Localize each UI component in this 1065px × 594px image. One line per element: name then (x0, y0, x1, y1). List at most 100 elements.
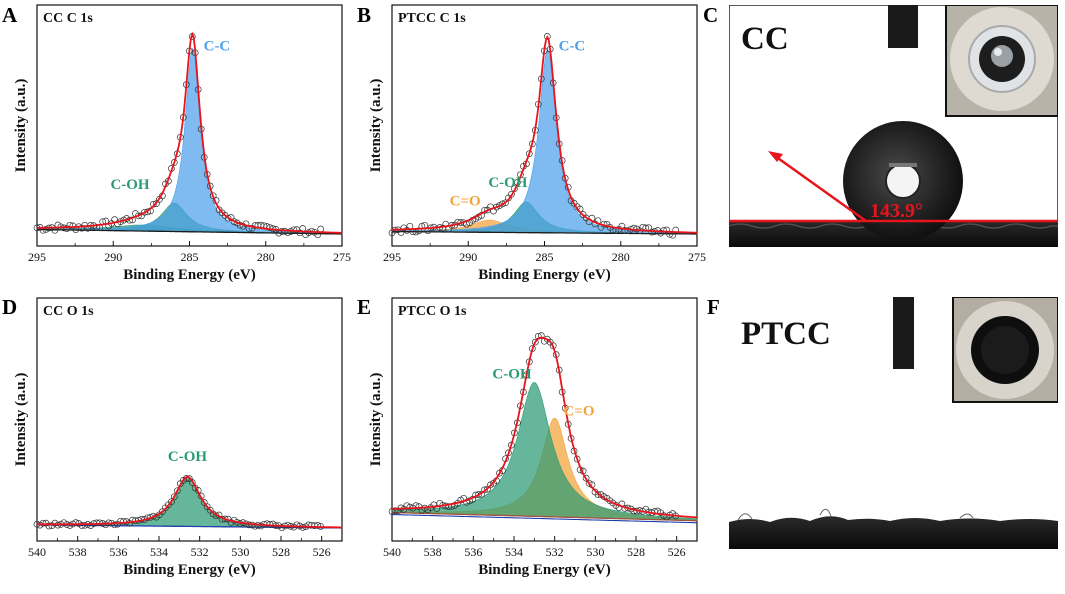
data-point (173, 487, 181, 495)
x-tick-label: 280 (257, 250, 275, 264)
fabric-substrate (729, 516, 1058, 549)
tangent-arrow-line (774, 154, 867, 223)
y-axis-label: Intensity (a.u.) (368, 373, 384, 467)
x-tick-label: 285 (536, 250, 554, 264)
data-point (502, 199, 509, 207)
x-tick-label: 290 (104, 250, 122, 264)
y-axis-label: Intensity (a.u.) (368, 79, 384, 173)
data-point (624, 227, 632, 235)
fit-envelope-line (37, 476, 342, 529)
data-point (543, 33, 551, 40)
photo-title-cc: CC (741, 21, 789, 57)
data-point (481, 486, 488, 494)
xps-chart-cc-o1s: 540 538 536 534 532 530 528 526 Binding Energy (… (13, 297, 343, 578)
x-tick-label: 536 (109, 545, 127, 559)
x-tick-label: 538 (424, 545, 442, 559)
x-tick-label: 534 (150, 545, 168, 559)
x-axis-label: Binding Energy (eV) (123, 267, 256, 283)
x-axis-label: Binding Energy (eV) (478, 562, 611, 578)
background-line (392, 230, 697, 235)
data-point (293, 521, 301, 529)
photo-title-ptcc: PTCC (741, 316, 831, 352)
x-tick-label: 295 (383, 250, 401, 264)
contact-angle-value: 143.9° (870, 200, 923, 222)
background-line (37, 228, 342, 235)
data-point (66, 221, 74, 229)
xps-chart-cc-c1s: 295 290 285 280 275 Binding Energy (eV) Intens… (13, 4, 351, 283)
data-point (221, 515, 229, 523)
background-line (391, 511, 698, 522)
data-point (391, 507, 399, 515)
data-point (672, 226, 680, 234)
data-point (120, 517, 127, 525)
peak-label: C=O (564, 404, 595, 420)
contact-angle-photo-cc: 143.9° CC (729, 5, 1058, 247)
xps-chart-ptcc-c1s: 295 290 285 280 275 Binding Energy (eV) Intens… (368, 4, 706, 283)
x-tick-label: 540 (383, 545, 401, 559)
data-point (66, 522, 74, 529)
x-tick-label: 275 (333, 250, 351, 264)
data-point (266, 224, 274, 231)
x-axis-label: Binding Energy (eV) (478, 267, 611, 283)
peak-label: C-OH (110, 177, 149, 193)
panel-F: F PTCC (707, 295, 1058, 549)
x-tick-label: 526 (668, 545, 686, 559)
panel-D: D 540 538 536 534 532 530 528 526 Binding Energy… (2, 295, 343, 578)
panel-label-D: D (2, 295, 17, 319)
x-tick-label: 538 (69, 545, 87, 559)
data-point (508, 190, 515, 198)
data-point (290, 226, 298, 234)
data-point (111, 521, 118, 529)
needle (893, 297, 914, 369)
data-point (284, 229, 292, 236)
data-point (72, 519, 80, 526)
x-tick-label: 280 (612, 250, 630, 264)
panel-label-A: A (2, 3, 18, 27)
x-tick-label: 532 (191, 545, 209, 559)
panel-C: C 143.9° CC (703, 3, 1058, 247)
y-axis-label: Intensity (a.u.) (13, 79, 29, 173)
data-point (499, 200, 506, 208)
chart-title: PTCC C 1s (398, 11, 466, 26)
data-point (224, 214, 232, 222)
y-axis-label: Intensity (a.u.) (13, 373, 29, 467)
peak-label: C-OH (492, 367, 531, 383)
x-tick-label: 295 (28, 250, 46, 264)
x-axis-label: Binding Energy (eV) (123, 562, 256, 578)
needle (888, 5, 918, 48)
panel-label-B: B (357, 3, 371, 27)
data-point (168, 498, 175, 506)
peak-label: C-OH (168, 449, 207, 465)
panel-label-E: E (357, 295, 371, 319)
background-line-2 (391, 513, 698, 524)
fit-envelope-line (391, 34, 698, 234)
data-point (594, 491, 602, 498)
droplet-highlight (885, 163, 921, 199)
xps-chart-ptcc-o1s: 540 538 536 534 532 530 528 526 Binding Energy (… (368, 297, 698, 578)
peak-label: C-C (559, 38, 586, 54)
panel-B: B 295 290 285 280 275 Binding Energy (eV) Inte… (357, 3, 706, 283)
x-tick-label: 285 (181, 250, 199, 264)
data-point (660, 227, 668, 234)
sample-inset-ptcc (952, 297, 1058, 403)
x-tick-label: 532 (546, 545, 564, 559)
x-tick-label: 540 (28, 545, 46, 559)
data-point (531, 338, 539, 346)
peak-label: C-OH (488, 175, 527, 191)
data-point (406, 503, 414, 511)
x-tick-label: 528 (627, 545, 645, 559)
data-point (230, 218, 238, 225)
panel-A: A 295 290 285 280 275 Binding Energy (eV) Inte… (2, 3, 351, 283)
chart-title: CC C 1s (43, 11, 93, 26)
sample-inset-cc (945, 5, 1058, 117)
contact-angle-photo-ptcc: PTCC (729, 297, 1058, 549)
panel-label-F: F (707, 295, 720, 319)
fit-envelope-line (37, 31, 343, 234)
chart-title: CC O 1s (43, 304, 94, 319)
x-tick-label: 536 (464, 545, 482, 559)
data-point (493, 203, 500, 211)
x-tick-label: 530 (231, 545, 249, 559)
fit-envelope-line (391, 336, 698, 519)
tangent-arrow-head (768, 151, 783, 162)
